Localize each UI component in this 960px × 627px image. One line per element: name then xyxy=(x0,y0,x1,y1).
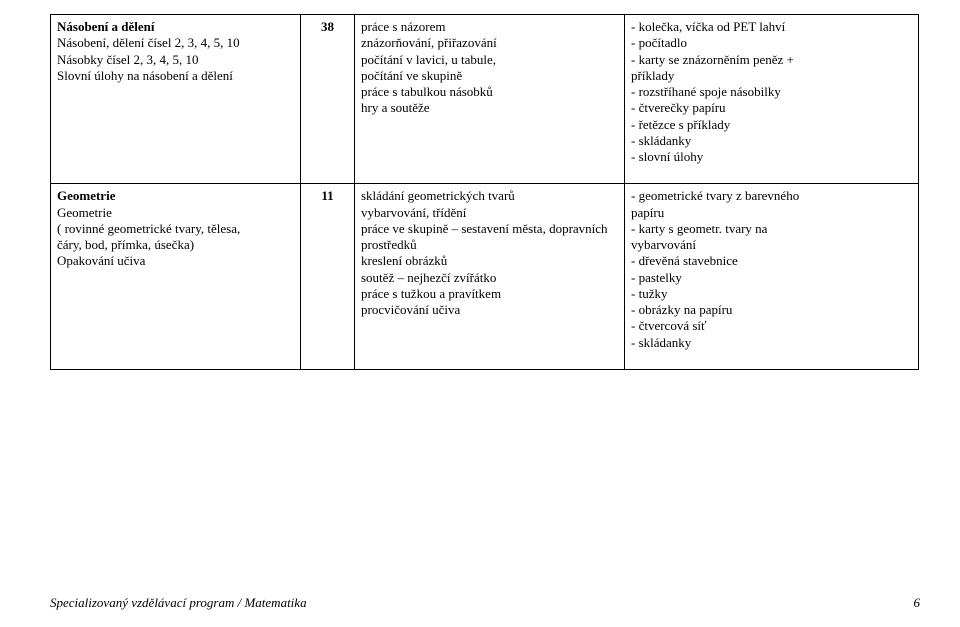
activity-line: počítání v lavici, u tabule, xyxy=(361,52,618,68)
cell-aids: - geometrické tvary z barevného papíru -… xyxy=(625,184,919,370)
aid-line: - karty s geometr. tvary na xyxy=(631,221,912,237)
cell-activities: skládání geometrických tvarů vybarvování… xyxy=(355,184,625,370)
aid-line: papíru xyxy=(631,205,912,221)
aid-line: příklady xyxy=(631,68,912,84)
aid-line: vybarvování xyxy=(631,237,912,253)
aid-line: - dřevěná stavebnice xyxy=(631,253,912,269)
hours-value: 38 xyxy=(321,19,334,34)
activity-line: práce s tabulkou násobků xyxy=(361,84,618,100)
activity-line: vybarvování, třídění xyxy=(361,205,618,221)
aid-line: - kolečka, víčka od PET lahví xyxy=(631,19,912,35)
aid-line: - obrázky na papíru xyxy=(631,302,912,318)
cell-topic: Geometrie Geometrie ( rovinné geometrick… xyxy=(51,184,301,370)
aid-line: - čtvercová síť xyxy=(631,318,912,334)
topic-line: čáry, bod, přímka, úsečka) xyxy=(57,237,294,253)
aid-line: - skládanky xyxy=(631,335,912,351)
topic-line: Násobky čísel 2, 3, 4, 5, 10 xyxy=(57,52,294,68)
activity-line: znázorňování, přiřazování xyxy=(361,35,618,51)
activity-line: práce s názorem xyxy=(361,19,618,35)
table-row: Násobení a dělení Násobení, dělení čísel… xyxy=(51,15,919,184)
cell-hours: 11 xyxy=(301,184,355,370)
activity-line: práce ve skupině – sestavení města, dopr… xyxy=(361,221,618,237)
aid-line: - pastelky xyxy=(631,270,912,286)
topic-line: Slovní úlohy na násobení a dělení xyxy=(57,68,294,84)
activity-line: soutěž – nejhezčí zvířátko xyxy=(361,270,618,286)
aid-line: - tužky xyxy=(631,286,912,302)
topic-line: Geometrie xyxy=(57,205,294,221)
page-container: Násobení a dělení Násobení, dělení čísel… xyxy=(0,0,960,627)
cell-activities: práce s názorem znázorňování, přiřazován… xyxy=(355,15,625,184)
topic-title: Geometrie xyxy=(57,188,294,204)
activity-line: hry a soutěže xyxy=(361,100,618,116)
topic-line: Opakování učiva xyxy=(57,253,294,269)
page-number: 6 xyxy=(914,595,921,611)
cell-topic: Násobení a dělení Násobení, dělení čísel… xyxy=(51,15,301,184)
activity-line: kreslení obrázků xyxy=(361,253,618,269)
cell-hours: 38 xyxy=(301,15,355,184)
aid-line: - slovní úlohy xyxy=(631,149,912,165)
aid-line: - karty se znázorněním peněz + xyxy=(631,52,912,68)
footer-text: Specializovaný vzdělávací program / Mate… xyxy=(50,595,307,610)
curriculum-table: Násobení a dělení Násobení, dělení čísel… xyxy=(50,14,919,370)
activity-line: počítání ve skupině xyxy=(361,68,618,84)
hours-value: 11 xyxy=(321,188,333,203)
activity-line: prostředků xyxy=(361,237,618,253)
aid-line: - geometrické tvary z barevného xyxy=(631,188,912,204)
cell-aids: - kolečka, víčka od PET lahví - počítadl… xyxy=(625,15,919,184)
activity-line: práce s tužkou a pravítkem xyxy=(361,286,618,302)
topic-line: Násobení, dělení čísel 2, 3, 4, 5, 10 xyxy=(57,35,294,51)
activity-line: skládání geometrických tvarů xyxy=(361,188,618,204)
aid-line: - rozstříhané spoje násobilky xyxy=(631,84,912,100)
aid-line: - skládanky xyxy=(631,133,912,149)
topic-line: ( rovinné geometrické tvary, tělesa, xyxy=(57,221,294,237)
aid-line: - čtverečky papíru xyxy=(631,100,912,116)
aid-line: - řetězce s příklady xyxy=(631,117,912,133)
topic-title: Násobení a dělení xyxy=(57,19,294,35)
aid-line: - počítadlo xyxy=(631,35,912,51)
activity-line: procvičování učiva xyxy=(361,302,618,318)
table-row: Geometrie Geometrie ( rovinné geometrick… xyxy=(51,184,919,370)
page-footer: Specializovaný vzdělávací program / Mate… xyxy=(50,595,920,611)
